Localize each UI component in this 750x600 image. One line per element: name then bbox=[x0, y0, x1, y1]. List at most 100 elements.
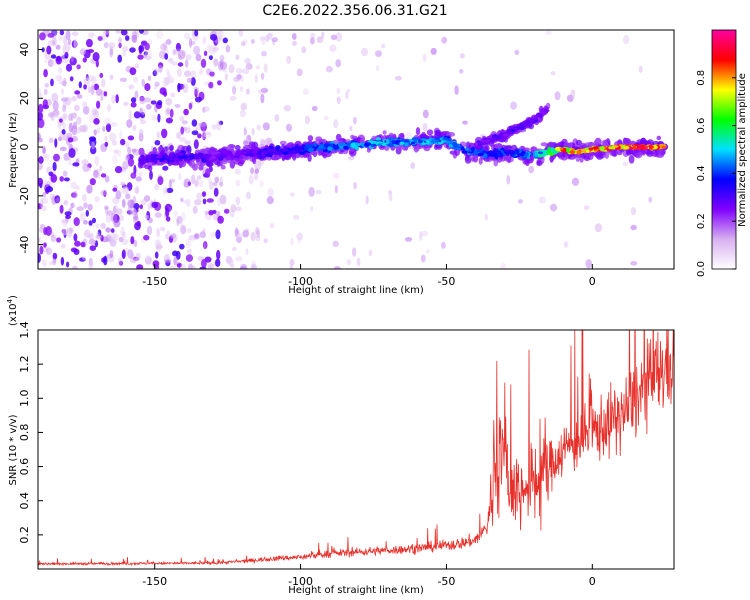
heatmap-noise-cell bbox=[50, 78, 54, 87]
heatmap-noise-cell bbox=[204, 81, 209, 86]
heatmap-noise-cell bbox=[82, 238, 88, 244]
heatmap-noise-cell bbox=[196, 192, 203, 200]
heatmap-ridge-cell bbox=[608, 146, 615, 150]
heatmap-noise-cell bbox=[62, 170, 68, 177]
heatmap-noise-cell bbox=[171, 233, 177, 243]
heatmap-noise-cell bbox=[79, 125, 87, 133]
heatmap-noise-cell bbox=[460, 53, 465, 59]
heatmap-ridge-cell bbox=[580, 148, 587, 152]
heatmap-noise-cell bbox=[73, 217, 80, 227]
heatmap-noise-cell bbox=[563, 241, 569, 248]
heatmap-noise-cell bbox=[111, 140, 118, 146]
heatmap-noise-cell bbox=[332, 240, 339, 247]
heatmap-noise-cell bbox=[50, 231, 54, 238]
heatmap-noise-cell bbox=[138, 129, 144, 136]
heatmap-ridge-cell bbox=[470, 146, 475, 152]
heatmap-noise-cell bbox=[62, 44, 66, 54]
snr-y-tick-label: 0.2 bbox=[18, 526, 31, 544]
heatmap-noise-cell bbox=[245, 191, 251, 200]
heatmap-ridge-cell bbox=[328, 143, 334, 148]
heatmap-noise-cell bbox=[52, 258, 56, 266]
colorbar-label: Normalized spectral amplitude bbox=[737, 73, 748, 227]
heatmap-noise-cell bbox=[103, 30, 110, 35]
heatmap-noise-cell bbox=[52, 252, 58, 260]
heatmap-noise-cell bbox=[163, 49, 170, 56]
heatmap-noise-cell bbox=[144, 42, 150, 51]
heatmap-ridge-cell bbox=[327, 145, 333, 151]
heatmap-ridge-halo bbox=[656, 135, 662, 141]
heatmap-noise-cell bbox=[122, 46, 129, 52]
heatmap-noise-cell bbox=[113, 149, 119, 155]
heatmap-noise-cell bbox=[348, 156, 355, 161]
heatmap-noise-cell bbox=[218, 35, 223, 41]
heatmap-noise-cell bbox=[113, 205, 117, 214]
heatmap-noise-cell bbox=[38, 156, 44, 164]
heatmap-ridge-cell bbox=[153, 159, 158, 164]
heatmap-noise-cell bbox=[85, 167, 91, 172]
heatmap-ridge-cell bbox=[431, 138, 436, 143]
spectrogram-ridge-layer bbox=[137, 102, 668, 172]
heatmap-noise-cell bbox=[115, 208, 123, 216]
heatmap-noise-cell bbox=[254, 168, 260, 174]
heatmap-noise-cell bbox=[147, 202, 151, 211]
heatmap-noise-cell bbox=[233, 76, 241, 82]
heatmap-noise-cell bbox=[143, 195, 151, 202]
heatmap-noise-cell bbox=[59, 176, 64, 182]
heatmap-ridge-cell bbox=[282, 148, 289, 152]
heatmap-noise-cell bbox=[356, 257, 361, 267]
heatmap-noise-cell bbox=[133, 240, 138, 247]
heatmap-noise-cell bbox=[52, 100, 59, 111]
heatmap-ridge-halo bbox=[192, 163, 199, 171]
heatmap-noise-cell bbox=[209, 45, 217, 55]
heatmap-noise-cell bbox=[166, 187, 174, 193]
heatmap-noise-cell bbox=[190, 265, 196, 269]
heatmap-ridge-cell bbox=[403, 139, 410, 143]
heatmap-noise-cell bbox=[62, 104, 67, 113]
heatmap-noise-cell bbox=[65, 63, 73, 72]
heatmap-noise-cell bbox=[261, 51, 267, 57]
heatmap-noise-cell bbox=[53, 153, 60, 162]
heatmap-noise-cell bbox=[82, 194, 87, 202]
heatmap-noise-cell bbox=[186, 198, 191, 208]
heatmap-noise-cell bbox=[138, 171, 143, 177]
heatmap-ridge-halo bbox=[237, 161, 244, 167]
heatmap-noise-cell bbox=[219, 176, 223, 186]
heatmap-noise-cell bbox=[64, 211, 72, 217]
heatmap-noise-cell bbox=[152, 70, 157, 77]
heatmap-ridge-cell bbox=[222, 151, 229, 156]
spectrogram-x-tick-label: 0 bbox=[589, 275, 596, 288]
heatmap-noise-cell bbox=[163, 44, 168, 51]
heatmap-noise-cell bbox=[70, 55, 74, 63]
heatmap-noise-cell bbox=[219, 54, 225, 62]
heatmap-noise-cell bbox=[274, 114, 280, 122]
heatmap-noise-cell bbox=[514, 49, 520, 55]
heatmap-ridge-cell bbox=[146, 154, 152, 159]
heatmap-noise-cell bbox=[128, 110, 132, 120]
heatmap-noise-cell bbox=[155, 242, 162, 252]
spectrogram-y-ticks: -40 -20 0 20 40 bbox=[18, 43, 43, 254]
heatmap-noise-cell bbox=[308, 186, 315, 197]
heatmap-noise-cell bbox=[335, 59, 342, 68]
heatmap-noise-cell bbox=[405, 131, 413, 141]
heatmap-noise-cell bbox=[266, 196, 274, 205]
heatmap-noise-cell bbox=[60, 219, 69, 224]
heatmap-noise-cell bbox=[143, 51, 148, 56]
heatmap-noise-cell bbox=[199, 122, 207, 127]
heatmap-noise-cell bbox=[177, 68, 182, 78]
heatmap-noise-cell bbox=[103, 41, 109, 49]
heatmap-noise-cell bbox=[207, 262, 214, 269]
heatmap-noise-cell bbox=[240, 75, 244, 83]
heatmap-noise-cell bbox=[178, 173, 182, 181]
heatmap-ridge-cell bbox=[238, 150, 243, 156]
heatmap-noise-cell bbox=[103, 255, 108, 266]
heatmap-noise-cell bbox=[186, 228, 192, 234]
heatmap-noise-cell bbox=[57, 123, 62, 130]
snr-y-tick-label: 1.0 bbox=[18, 390, 31, 408]
heatmap-noise-cell bbox=[71, 192, 77, 198]
heatmap-noise-cell bbox=[135, 176, 142, 182]
heatmap-ridge-cell bbox=[269, 151, 276, 155]
heatmap-noise-cell bbox=[43, 69, 48, 78]
heatmap-noise-cell bbox=[283, 104, 291, 112]
heatmap-noise-cell bbox=[333, 266, 341, 269]
heatmap-noise-cell bbox=[259, 138, 265, 146]
